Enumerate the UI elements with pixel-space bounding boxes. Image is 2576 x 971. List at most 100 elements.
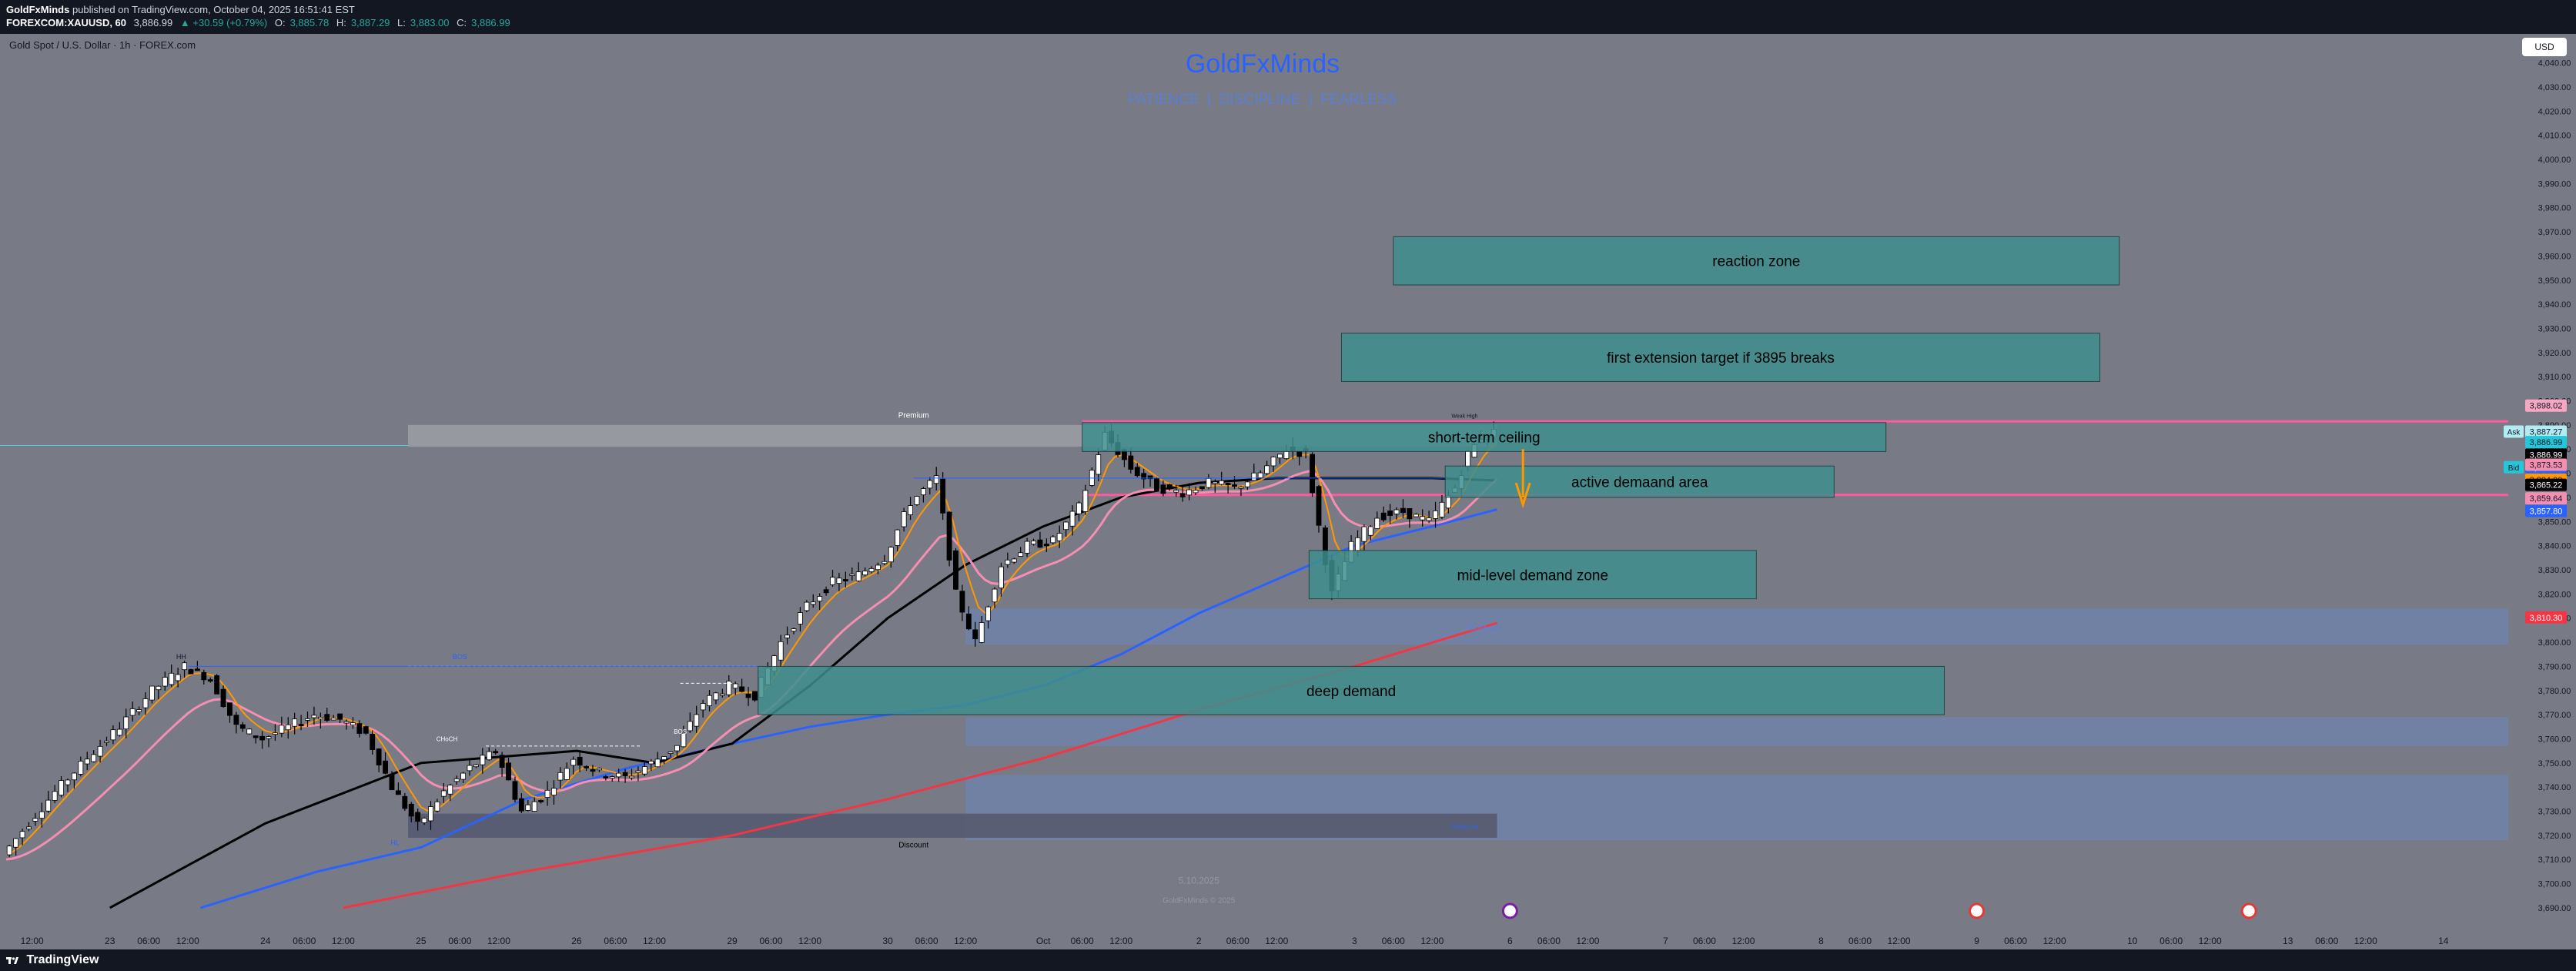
candle-down bbox=[1407, 507, 1413, 520]
time-tick-label: 06:00 bbox=[2004, 936, 2027, 946]
candle bbox=[752, 691, 758, 702]
price-tick-label: 3,740.00 bbox=[2538, 783, 2571, 792]
candle bbox=[882, 554, 888, 566]
label-strong-low: Strong Low bbox=[1451, 824, 1479, 829]
candle-up bbox=[635, 770, 641, 773]
blue-band-0 bbox=[965, 608, 2508, 645]
time-tick-label: 25 bbox=[416, 936, 427, 946]
candle bbox=[538, 799, 544, 804]
candle bbox=[182, 660, 187, 678]
candle-down bbox=[1160, 484, 1166, 494]
candle bbox=[557, 767, 564, 789]
candle-up bbox=[531, 801, 537, 812]
candle-up bbox=[836, 578, 842, 584]
candle-up bbox=[1186, 489, 1193, 496]
candle-up bbox=[1031, 540, 1036, 545]
candle bbox=[97, 739, 103, 763]
candle-down bbox=[239, 724, 246, 729]
time-tick-label: Oct bbox=[1036, 936, 1051, 946]
candle bbox=[259, 731, 266, 749]
candle bbox=[330, 715, 336, 721]
time-axis[interactable]: 12:00 23 06:00 12:00 24 06:00 12:00 25 06:00 12:0… bbox=[0, 929, 2576, 949]
price-tick-label: 3,790.00 bbox=[2538, 662, 2571, 671]
candle-down bbox=[259, 735, 266, 741]
candle bbox=[609, 775, 615, 782]
candle bbox=[493, 748, 499, 755]
candle-up bbox=[875, 564, 881, 571]
candle bbox=[1367, 525, 1373, 541]
candle-up bbox=[797, 612, 803, 624]
currency-button[interactable]: USD bbox=[2522, 38, 2567, 56]
candle bbox=[227, 702, 233, 723]
candle-up bbox=[1413, 514, 1419, 517]
candle-down bbox=[188, 669, 194, 675]
time-tick-label: 12:00 bbox=[1109, 936, 1132, 946]
time-tick-label: 12:00 bbox=[798, 936, 821, 946]
candle bbox=[1056, 525, 1062, 548]
price-tick-label: 3,720.00 bbox=[2538, 832, 2571, 841]
candle-up bbox=[1069, 511, 1076, 527]
candle bbox=[739, 678, 745, 693]
candle bbox=[577, 750, 583, 772]
price-tick-label: 3,760.00 bbox=[2538, 735, 2571, 744]
candle bbox=[1173, 484, 1179, 497]
candle bbox=[700, 699, 706, 718]
footer-brand[interactable]: TradingView bbox=[26, 953, 99, 966]
candle-up bbox=[104, 740, 109, 743]
candle bbox=[1257, 470, 1263, 480]
candle-up bbox=[616, 772, 622, 778]
candle-down bbox=[1179, 493, 1186, 497]
time-tick-label: 29 bbox=[727, 936, 738, 946]
candle bbox=[544, 781, 550, 806]
candle bbox=[687, 712, 693, 733]
candle-down bbox=[1147, 475, 1153, 480]
candle-up bbox=[525, 804, 531, 811]
candle-up bbox=[473, 764, 479, 768]
price-tag-text: Ask bbox=[2507, 428, 2521, 437]
candle bbox=[1212, 479, 1218, 493]
price-tick-label: 4,000.00 bbox=[2538, 156, 2571, 165]
label-choch: CHoCH bbox=[437, 736, 458, 743]
publisher-name[interactable]: GoldFxMinds bbox=[6, 4, 70, 15]
time-tick-label: 06:00 bbox=[1848, 936, 1872, 946]
candle bbox=[1238, 485, 1244, 497]
candle bbox=[1387, 504, 1393, 524]
candle bbox=[1043, 538, 1049, 552]
candle-up bbox=[687, 721, 693, 732]
candle bbox=[564, 762, 570, 781]
candle-down bbox=[324, 714, 330, 721]
candle-down bbox=[1380, 512, 1387, 521]
time-tick-label: 9 bbox=[1974, 936, 1979, 946]
candle bbox=[395, 782, 401, 795]
candle bbox=[486, 747, 492, 761]
candle bbox=[1264, 460, 1270, 476]
price-tick-label: 3,850.00 bbox=[2538, 517, 2571, 527]
candle bbox=[246, 728, 253, 735]
candle-up bbox=[453, 778, 460, 782]
candle bbox=[1420, 509, 1426, 527]
candle-up bbox=[38, 811, 45, 819]
candle-down bbox=[1310, 454, 1315, 494]
candle-up bbox=[1193, 490, 1199, 494]
candle bbox=[298, 715, 304, 731]
time-tick-label: 06:00 bbox=[760, 936, 783, 946]
candle bbox=[311, 706, 317, 725]
candle bbox=[363, 725, 369, 735]
symbol-label[interactable]: FOREXCOM:XAUUSD, 60 bbox=[6, 17, 127, 28]
candle-down bbox=[959, 591, 965, 613]
candle-up bbox=[97, 745, 103, 757]
candle-up bbox=[19, 831, 25, 839]
candle-up bbox=[888, 547, 894, 563]
ohlc-close: C: 3,886.99 bbox=[457, 17, 510, 28]
candle bbox=[1193, 486, 1199, 496]
price-tick-label: 3,730.00 bbox=[2538, 808, 2571, 817]
candle-down bbox=[201, 671, 207, 681]
candle-down bbox=[337, 713, 343, 720]
candle bbox=[667, 752, 674, 758]
blue-bands-layer bbox=[965, 608, 2508, 841]
candle bbox=[849, 567, 855, 581]
price-axis[interactable]: 3,690.00 3,700.00 3,710.00 3,720.00 3,730.00… bbox=[2504, 34, 2576, 949]
candle-up bbox=[817, 596, 823, 601]
zone-label-2: short-term ceiling bbox=[1428, 430, 1541, 447]
price-chart[interactable]: reaction zone first extension target if 3… bbox=[0, 34, 2576, 949]
